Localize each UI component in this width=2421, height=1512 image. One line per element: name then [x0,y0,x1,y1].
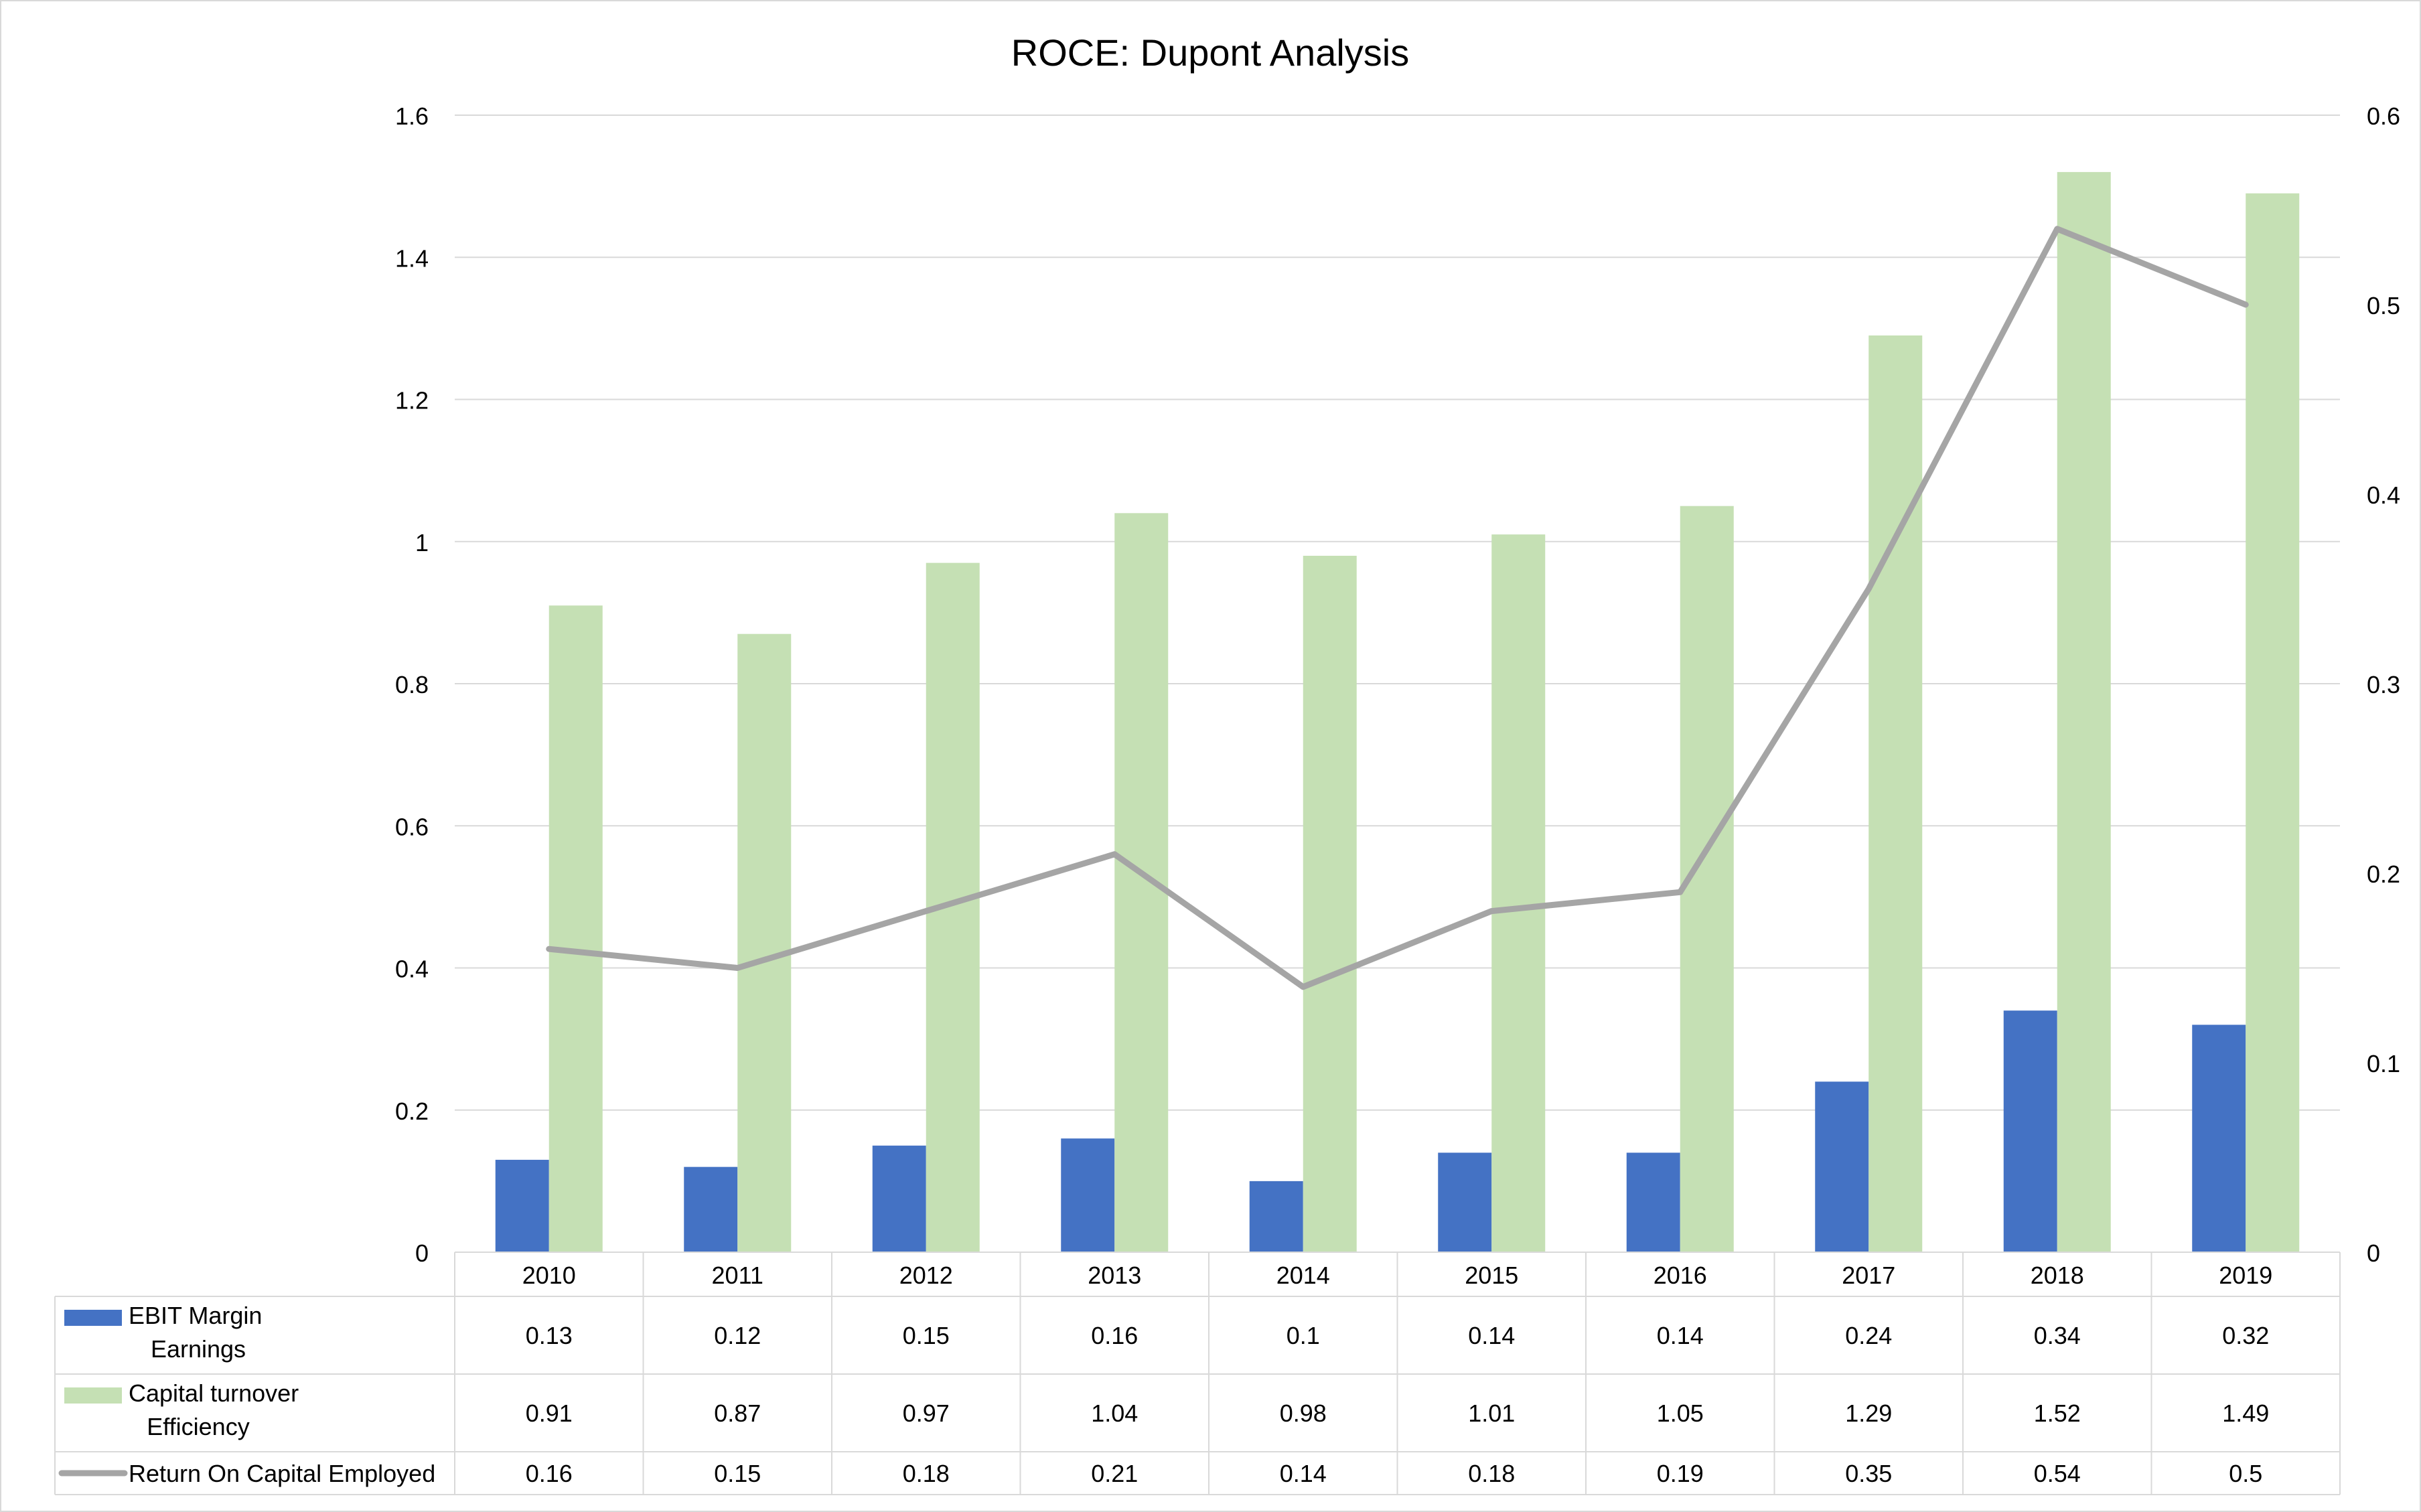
left-tick-label: 1.4 [395,244,429,272]
legend-key-ebit-margin [64,1310,122,1326]
table-value: 1.49 [2222,1400,2269,1427]
bars [495,171,2300,1253]
table-value: 1.04 [1091,1400,1138,1427]
series-name-line: Return On Capital Employed [129,1460,435,1487]
category-label: 2011 [712,1262,763,1289]
series-name-line: Efficiency [147,1413,249,1440]
table-value: 1.05 [1657,1400,1704,1427]
data-table: 2010 2011 2012 2013 2014 2015 2016 2017 2018 2019… [54,1252,2341,1495]
bar-ebit-margin [2003,1010,2057,1252]
right-tick-label: 0.5 [2367,292,2400,319]
table-value: 0.54 [2034,1460,2081,1487]
bar-ebit-margin [684,1166,738,1252]
table-value: 0.15 [903,1322,950,1349]
right-tick-label: 0 [2367,1239,2380,1267]
table-value: 0.14 [1657,1322,1704,1349]
right-tick-label: 0.6 [2367,102,2400,130]
bar-capital-turnover [737,633,792,1252]
right-tick-label: 0.1 [2367,1050,2400,1077]
roce-line-series [546,226,2249,990]
series-name-line: Earnings [151,1335,246,1363]
category-label: 2010 [522,1262,576,1289]
left-tick-label: 1 [415,529,429,556]
bar-ebit-margin [1815,1081,1869,1252]
legend-key-capital-turnover [64,1387,122,1404]
bar-ebit-margin [1438,1152,1492,1252]
bar-ebit-margin [1249,1181,1303,1252]
bar-ebit-margin [495,1160,549,1252]
series-name-line: EBIT Margin [129,1302,262,1329]
table-value: 0.18 [1468,1460,1515,1487]
table-value: 0.15 [714,1460,761,1487]
left-tick-label: 1.2 [395,387,429,414]
left-axis-ticks: 0 0.2 0.4 0.6 0.8 1 1.2 1.4 1.6 [395,102,429,1267]
table-value: 0.21 [1091,1460,1138,1487]
table-value: 0.24 [1845,1322,1892,1349]
left-tick-label: 0.4 [395,956,429,983]
left-tick-label: 0.6 [395,813,429,840]
table-value: 1.01 [1468,1400,1515,1427]
series-name-line: Capital turnover [129,1379,299,1407]
bar-capital-turnover [1491,534,1546,1253]
category-label: 2019 [2219,1262,2272,1289]
category-label: 2016 [1654,1262,1707,1289]
table-value: 0.14 [1468,1322,1515,1349]
table-value: 0.32 [2222,1322,2269,1349]
bar-capital-turnover [1868,335,1923,1252]
table-value: 0.19 [1657,1460,1704,1487]
bar-capital-turnover [1303,555,1357,1252]
table-value: 0.13 [526,1322,573,1349]
left-tick-label: 0.2 [395,1098,429,1125]
table-value: 0.97 [903,1400,950,1427]
bar-ebit-margin [872,1145,926,1252]
bar-ebit-margin [1626,1152,1680,1252]
category-label: 2015 [1465,1262,1518,1289]
table-value: 0.98 [1280,1400,1327,1427]
table-value: 0.18 [903,1460,950,1487]
roce-line [546,226,2249,990]
table-value: 0.5 [2229,1460,2262,1487]
table-value: 1.52 [2034,1400,2081,1427]
right-tick-label: 0.2 [2367,860,2400,888]
right-axis-ticks: 0 0.1 0.2 0.3 0.4 0.5 0.6 [2367,102,2400,1267]
bar-capital-turnover [2246,193,2300,1252]
right-tick-label: 0.3 [2367,671,2400,698]
category-label: 2012 [899,1262,953,1289]
table-value: 0.16 [526,1460,573,1487]
table-value: 0.12 [714,1322,761,1349]
table-value: 0.14 [1280,1460,1327,1487]
table-value: 0.1 [1287,1322,1320,1349]
category-label: 2018 [2031,1262,2084,1289]
table-value: 0.34 [2034,1322,2081,1349]
left-tick-label: 0.8 [395,671,429,698]
category-label: 2013 [1088,1262,1141,1289]
left-tick-label: 0 [415,1239,429,1267]
left-tick-label: 1.6 [395,102,429,130]
bar-capital-turnover [548,605,603,1252]
right-tick-label: 0.4 [2367,481,2400,509]
category-label: 2017 [1842,1262,1895,1289]
table-value: 1.29 [1845,1400,1892,1427]
category-label: 2014 [1276,1262,1330,1289]
bar-ebit-margin [2192,1025,2246,1252]
table-value: 0.87 [714,1400,761,1427]
table-value: 0.35 [1845,1460,1892,1487]
bar-ebit-margin [1061,1138,1115,1252]
table-value: 0.16 [1091,1322,1138,1349]
bar-capital-turnover [2057,171,2111,1252]
chart-title: ROCE: Dupont Analysis [1011,31,1409,74]
table-value: 0.91 [526,1400,573,1427]
